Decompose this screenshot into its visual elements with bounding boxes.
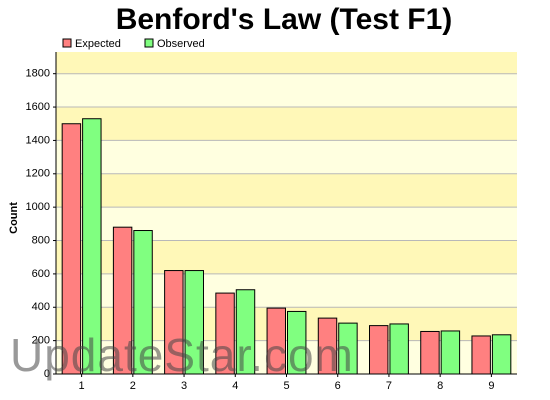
x-tick-label: 5	[283, 380, 289, 392]
legend-swatch	[144, 38, 154, 48]
y-tick-label: 200	[32, 335, 50, 347]
x-tick-label: 4	[232, 380, 238, 392]
plot-band	[56, 52, 517, 74]
y-axis-title: Count	[8, 202, 20, 234]
x-tick-label: 2	[130, 380, 136, 392]
y-tick-label: 800	[32, 234, 50, 246]
bar	[215, 292, 235, 375]
bar	[420, 330, 440, 375]
bar	[82, 118, 102, 375]
y-tick-label: 400	[32, 301, 50, 313]
legend-label: Observed	[157, 38, 205, 50]
x-tick-label: 3	[181, 380, 187, 392]
bar	[112, 226, 133, 375]
bar	[491, 334, 512, 375]
y-tick-label: 0	[44, 368, 50, 380]
bar	[61, 123, 82, 375]
plot-band	[56, 307, 517, 341]
bar	[266, 307, 286, 375]
x-tick-label: 6	[335, 380, 341, 392]
bar	[287, 310, 307, 375]
bar	[235, 289, 256, 375]
x-tick-label: 7	[386, 380, 392, 392]
legend-label: Expected	[75, 38, 121, 50]
chart-title: Benford's Law (Test F1)	[116, 3, 453, 36]
bar	[338, 322, 358, 375]
bar	[369, 325, 389, 375]
bar	[389, 323, 409, 375]
x-tick-label: 1	[79, 380, 85, 392]
x-tick-label: 8	[437, 380, 443, 392]
x-tick-label: 9	[488, 380, 494, 392]
y-tick-label: 600	[32, 268, 50, 280]
plot-band	[56, 107, 517, 141]
bar	[317, 317, 338, 375]
bar	[471, 335, 491, 375]
watermark: UpdateStar.com	[10, 329, 354, 381]
bar	[133, 230, 153, 375]
bar	[184, 270, 204, 375]
y-tick-label: 1200	[26, 168, 50, 180]
y-tick-label: 1800	[26, 68, 50, 80]
legend-swatch	[62, 38, 72, 48]
plot-band	[56, 240, 517, 274]
y-tick-label: 1600	[26, 101, 50, 113]
y-tick-label: 1400	[26, 134, 50, 146]
bar	[440, 330, 461, 375]
bar	[164, 270, 184, 375]
plot-band	[56, 173, 517, 208]
y-tick-label: 1000	[26, 201, 50, 213]
